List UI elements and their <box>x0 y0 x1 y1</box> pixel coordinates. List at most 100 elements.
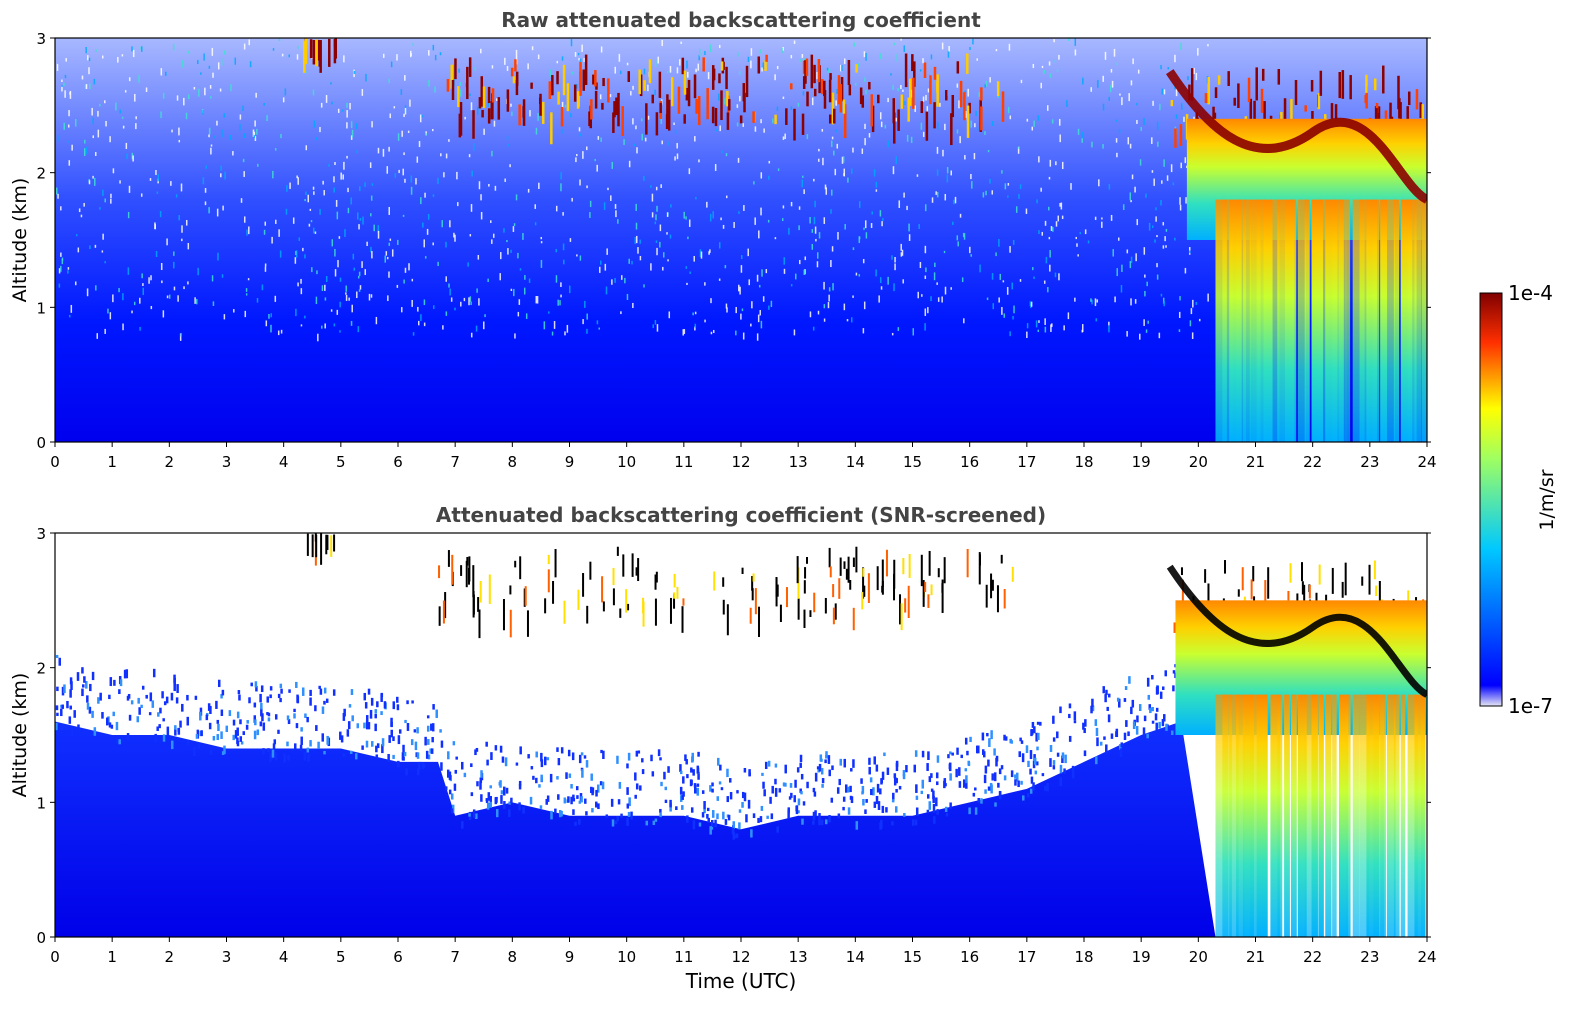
noise-speck <box>500 252 502 260</box>
edge-speck <box>535 777 538 784</box>
cloud-streak <box>509 585 512 595</box>
panel1-x-axis: 0 1 2 3 4 5 6 7 8 9 10 11 12 13 14 15 16 17 18 19 20 21 22 23 24 <box>50 442 1437 471</box>
noise-speck <box>688 219 691 227</box>
precip-streak <box>1345 199 1351 442</box>
edge-speck <box>454 769 458 774</box>
noise-speck <box>94 152 97 156</box>
noise-speck <box>656 324 659 332</box>
noise-speck <box>1101 217 1103 220</box>
noise-speck <box>333 323 336 327</box>
noise-speck <box>793 40 796 44</box>
cloud-streak <box>625 589 628 613</box>
edge-speck <box>988 738 991 748</box>
panel2-x-axis: 0 1 2 3 4 5 6 7 8 9 10 11 12 13 14 15 16 17 18 19 20 21 22 23 24 <box>50 937 1437 966</box>
noise-speck <box>254 136 257 141</box>
cloud-streak <box>996 585 999 613</box>
noise-speck <box>793 329 796 336</box>
noise-speck <box>244 310 247 318</box>
edge-speck <box>958 767 961 776</box>
precip-streak <box>1263 199 1273 442</box>
noise-speck <box>790 201 793 207</box>
noise-speck <box>419 114 422 123</box>
noise-speck <box>122 125 125 129</box>
noise-speck <box>445 153 448 159</box>
cloud-streak <box>457 86 460 108</box>
cloud-streak <box>1308 584 1311 599</box>
cloud-streak <box>481 109 484 118</box>
cloud-streak <box>550 112 553 145</box>
noise-speck <box>209 85 212 89</box>
edge-speck <box>503 801 506 809</box>
cloud-streak <box>881 581 884 595</box>
x-tick-label: 3 <box>222 948 232 966</box>
noise-speck <box>445 311 448 316</box>
noise-speck <box>74 119 77 127</box>
noise-speck <box>410 175 413 183</box>
cloud-streak <box>438 565 441 579</box>
noise-speck <box>1007 106 1010 114</box>
edge-speck <box>974 807 978 815</box>
edge-speck <box>489 801 493 808</box>
noise-speck <box>686 282 688 285</box>
edge-speck <box>997 782 1000 788</box>
noise-speck <box>1186 165 1188 169</box>
noise-speck <box>576 254 578 257</box>
noise-speck <box>813 216 816 225</box>
noise-speck <box>319 208 321 215</box>
edge-speck <box>902 770 906 777</box>
edge-speck <box>635 783 639 790</box>
noise-speck <box>356 150 358 154</box>
noise-speck <box>1008 43 1011 51</box>
cloud-streak <box>547 554 550 565</box>
edge-speck <box>370 697 374 706</box>
noise-speck <box>818 232 821 239</box>
edge-speck <box>1110 733 1114 739</box>
cloud-streak <box>622 554 625 577</box>
noise-speck <box>842 156 845 163</box>
noise-speck <box>1130 200 1132 203</box>
noise-speck <box>1090 298 1092 302</box>
cloud-streak <box>743 92 746 113</box>
noise-speck <box>268 313 270 319</box>
cloud-streak <box>843 111 847 139</box>
edge-speck <box>716 813 719 820</box>
cloud-streak <box>862 568 865 577</box>
edge-speck <box>914 750 918 757</box>
noise-speck <box>801 54 804 58</box>
cloud-streak <box>658 71 662 98</box>
noise-speck <box>989 77 991 83</box>
noise-speck <box>1054 59 1057 63</box>
noise-speck <box>334 248 336 257</box>
noise-speck <box>879 112 882 120</box>
noise-speck <box>659 241 661 248</box>
cloud-streak <box>539 93 542 116</box>
noise-speck <box>324 284 326 291</box>
cloud-streak <box>1217 75 1221 85</box>
cloud-streak <box>1365 74 1368 93</box>
cloud-streak <box>333 534 336 552</box>
noise-speck <box>687 236 689 240</box>
cloud-streak <box>1419 102 1422 119</box>
noise-speck <box>345 292 347 295</box>
edge-speck <box>626 803 630 809</box>
noise-speck <box>330 82 332 85</box>
noise-speck <box>725 153 728 157</box>
edge-speck <box>304 713 307 718</box>
noise-speck <box>233 309 235 313</box>
edge-speck <box>342 712 346 721</box>
noise-speck <box>264 221 267 226</box>
noise-speck <box>247 278 250 281</box>
noise-speck <box>391 249 394 257</box>
noise-speck <box>418 141 421 148</box>
noise-speck <box>1097 80 1099 88</box>
edge-speck <box>463 772 467 778</box>
noise-speck <box>323 190 325 196</box>
precip-streak <box>1290 199 1297 442</box>
x-tick-label: 2 <box>165 453 175 471</box>
precip-streak <box>1421 694 1426 937</box>
edge-speck <box>1063 768 1066 774</box>
noise-speck <box>742 332 745 340</box>
cloud-streak <box>847 60 851 85</box>
cloud-streak <box>615 97 618 116</box>
noise-speck <box>418 320 420 326</box>
